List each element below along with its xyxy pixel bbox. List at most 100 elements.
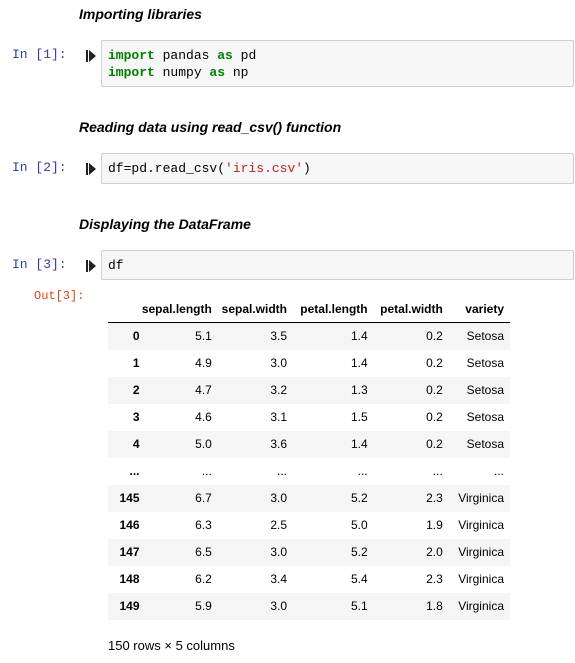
table-cell: 3.0 [270,599,287,613]
row-index: 4 [132,437,140,451]
table-cell: 2.5 [270,518,287,532]
table-cell: Virginica [458,572,504,586]
run-cell-icon[interactable] [86,260,96,272]
table-cell: 4.9 [195,356,212,370]
table-cell: 5.2 [350,545,368,559]
table-cell: 1.8 [426,599,443,613]
dataframe-shape-text: 150 rows × 5 columns [108,638,235,653]
column-header: sepal.width [217,296,293,323]
table-cell: ... [201,464,212,478]
table-header-row: sepal.length sepal.width petal.length pe… [108,296,510,323]
table-cell: Setosa [466,356,504,370]
index-header [108,296,140,323]
column-header: sepal.length [139,296,218,323]
table-cell: 6.7 [195,491,212,505]
column-header: variety [448,296,510,323]
table-cell: 4.7 [195,383,212,397]
table-cell: 5.0 [350,518,368,532]
cell-3-prompt: In [3]: [12,257,67,272]
table-row: .................. [108,458,510,485]
run-cell-icon[interactable] [86,163,96,175]
table-row: 145 6.7 3.0 5.2 2.3 Virginica [108,484,510,512]
table-row: 149 5.9 3.0 5.1 1.8 Virginica [108,592,510,620]
table-row: 2 4.7 3.2 1.3 0.2 Setosa [108,376,510,404]
row-index: ... [129,464,140,478]
table-cell: 5.1 [195,329,212,344]
cell-1-prompt: In [1]: [12,47,67,62]
markdown-heading-1: Importing libraries [79,6,202,22]
table-cell: ... [432,464,443,478]
code-cell-3[interactable]: df [101,250,574,280]
column-header: petal.width [373,296,449,323]
table-cell: Virginica [458,599,504,613]
table-cell: 3.2 [270,383,287,397]
table-cell: Setosa [466,437,504,451]
table-cell: Virginica [458,545,504,559]
table-cell: 0.2 [426,410,443,424]
markdown-heading-3: Displaying the DataFrame [79,216,251,232]
table-cell: 2.3 [426,572,443,586]
table-cell: 4.6 [195,410,212,424]
table-cell: 3.0 [270,545,287,559]
table-row: 4 5.0 3.6 1.4 0.2 Setosa [108,430,510,458]
code-cell-1[interactable]: import pandas as pd import numpy as np [101,40,574,87]
table-cell: 3.0 [270,356,287,370]
table-cell: 0.2 [426,383,443,397]
table-row: 147 6.5 3.0 5.2 2.0 Virginica [108,538,510,566]
table-cell: 3.5 [270,329,287,344]
code-line-1: import pandas as pd [108,48,257,63]
table-cell: 0.2 [426,356,443,370]
row-index: 147 [119,545,140,559]
row-index: 3 [132,410,140,424]
table-cell: 2.3 [426,491,443,505]
table-cell: 3.1 [270,410,287,424]
row-index: 1 [132,356,140,370]
table-cell: 1.4 [350,329,368,344]
table-cell: 1.9 [426,518,443,532]
table-cell: 6.5 [195,545,212,559]
table-cell: ... [276,464,287,478]
table-cell: ... [493,464,504,478]
table-cell: 3.6 [270,437,287,451]
table-cell: 2.0 [426,545,443,559]
table-cell: Setosa [466,410,504,424]
table-row: 0 5.1 3.5 1.4 0.2 Setosa [108,322,510,350]
table-cell: 0.2 [426,437,443,451]
column-header: petal.length [293,296,374,323]
table-cell: Setosa [466,383,504,397]
table-cell: Virginica [458,491,504,505]
table-cell: 5.1 [350,599,368,613]
table-cell: 6.3 [195,518,212,532]
table-cell: 5.2 [350,491,368,505]
row-index: 2 [132,383,140,397]
table-row: 146 6.3 2.5 5.0 1.9 Virginica [108,512,510,539]
table-cell: 5.0 [195,437,212,451]
dataframe-table: sepal.length sepal.width petal.length pe… [108,296,510,620]
markdown-heading-2: Reading data using read_csv() function [79,119,342,135]
code-cell-2[interactable]: df=pd.read_csv('iris.csv') [101,153,574,184]
table-cell: 5.4 [350,572,368,586]
table-cell: 5.9 [195,599,212,613]
row-index: 145 [119,491,140,505]
table-row: 148 6.2 3.4 5.4 2.3 Virginica [108,566,510,593]
table-cell: 1.4 [350,437,368,451]
table-cell: 1.4 [350,356,368,370]
table-cell: 1.5 [350,410,368,424]
row-index: 148 [119,572,140,586]
row-index: 149 [119,599,140,613]
row-index: 146 [119,518,140,532]
table-cell: Setosa [466,329,504,344]
table-cell: ... [357,464,368,478]
cell-2-prompt: In [2]: [12,160,67,175]
table-cell: 6.2 [195,572,212,586]
row-index: 0 [132,329,140,344]
table-cell: 0.2 [426,329,443,344]
table-cell: Virginica [458,518,504,532]
output-prompt: Out[3]: [34,289,85,303]
table-cell: 3.4 [270,572,287,586]
table-cell: 1.3 [350,383,368,397]
table-row: 1 4.9 3.0 1.4 0.2 Setosa [108,350,510,377]
table-row: 3 4.6 3.1 1.5 0.2 Setosa [108,404,510,431]
table-cell: 3.0 [270,491,287,505]
run-cell-icon[interactable] [86,50,96,62]
